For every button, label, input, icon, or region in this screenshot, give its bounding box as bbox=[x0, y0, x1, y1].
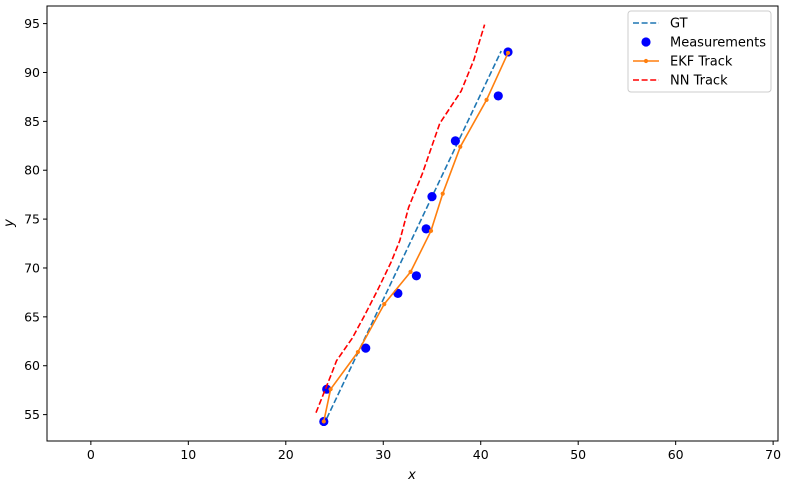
x-axis-label: x bbox=[407, 468, 416, 483]
x-tick-label: 60 bbox=[668, 447, 684, 462]
x-tick-label: 30 bbox=[375, 447, 391, 462]
legend-item-measurements: Measurements bbox=[641, 36, 766, 51]
x-tick-label: 20 bbox=[278, 447, 294, 462]
y-tick-label: 60 bbox=[24, 358, 40, 373]
x-tick-label: 50 bbox=[570, 447, 586, 462]
y-axis-label: y bbox=[2, 219, 17, 228]
x-axis: 0 10 20 30 40 50 60 70 bbox=[87, 441, 781, 462]
series-gt bbox=[325, 50, 502, 419]
legend-item-gt: GT bbox=[633, 17, 688, 32]
legend-item-ekf-track: EKF Track bbox=[633, 55, 733, 70]
ekf-track-point bbox=[408, 269, 413, 274]
series-nn-track bbox=[315, 24, 486, 413]
ekf-track-point bbox=[505, 50, 511, 56]
measurement-point bbox=[411, 271, 421, 281]
x-tick-label: 70 bbox=[765, 447, 781, 462]
y-tick-label: 85 bbox=[24, 114, 40, 129]
measurement-point bbox=[493, 91, 503, 101]
ekf-track-point bbox=[428, 228, 434, 233]
x-tick-label: 0 bbox=[87, 447, 95, 462]
y-tick-label: 95 bbox=[24, 16, 40, 31]
legend-marker bbox=[641, 37, 651, 47]
legend-label: EKF Track bbox=[670, 55, 733, 70]
plot-frame bbox=[46, 5, 779, 442]
legend-box bbox=[627, 10, 772, 93]
ekf-track-point bbox=[328, 387, 333, 392]
ekf-track-point bbox=[440, 191, 445, 196]
legend: GT Measurements EKF Track NN Track bbox=[627, 10, 772, 93]
y-tick-label: 55 bbox=[24, 407, 40, 422]
measurement-point bbox=[427, 192, 437, 202]
legend-label: GT bbox=[670, 17, 688, 32]
ekf-track-line bbox=[323, 52, 509, 422]
ekf-track-point bbox=[484, 97, 489, 102]
legend-item-nn-track: NN Track bbox=[633, 74, 728, 89]
x-tick-label: 40 bbox=[473, 447, 489, 462]
measurement-point bbox=[361, 343, 371, 353]
series-measurements bbox=[319, 47, 513, 427]
legend-label: Measurements bbox=[670, 36, 766, 51]
nn-track-line bbox=[315, 24, 486, 413]
y-tick-label: 80 bbox=[24, 163, 40, 178]
x-tick-label: 10 bbox=[180, 447, 196, 462]
gt-line bbox=[325, 50, 502, 419]
y-tick-label: 70 bbox=[24, 260, 40, 275]
ekf-track-point bbox=[382, 302, 387, 307]
ekf-track-point bbox=[321, 419, 326, 424]
legend-marker bbox=[643, 58, 649, 64]
y-axis: 55 60 65 70 75 80 85 90 95 bbox=[24, 16, 47, 422]
measurement-point bbox=[450, 136, 460, 146]
ekf-track-point bbox=[458, 144, 463, 149]
series-ekf-track bbox=[321, 50, 511, 424]
y-tick-label: 65 bbox=[24, 309, 40, 324]
measurement-point bbox=[421, 224, 431, 234]
series-layer bbox=[315, 24, 513, 427]
legend-label: NN Track bbox=[670, 74, 728, 89]
y-tick-label: 75 bbox=[24, 212, 40, 227]
y-tick-label: 90 bbox=[24, 65, 40, 80]
ekf-track-point bbox=[355, 349, 361, 355]
